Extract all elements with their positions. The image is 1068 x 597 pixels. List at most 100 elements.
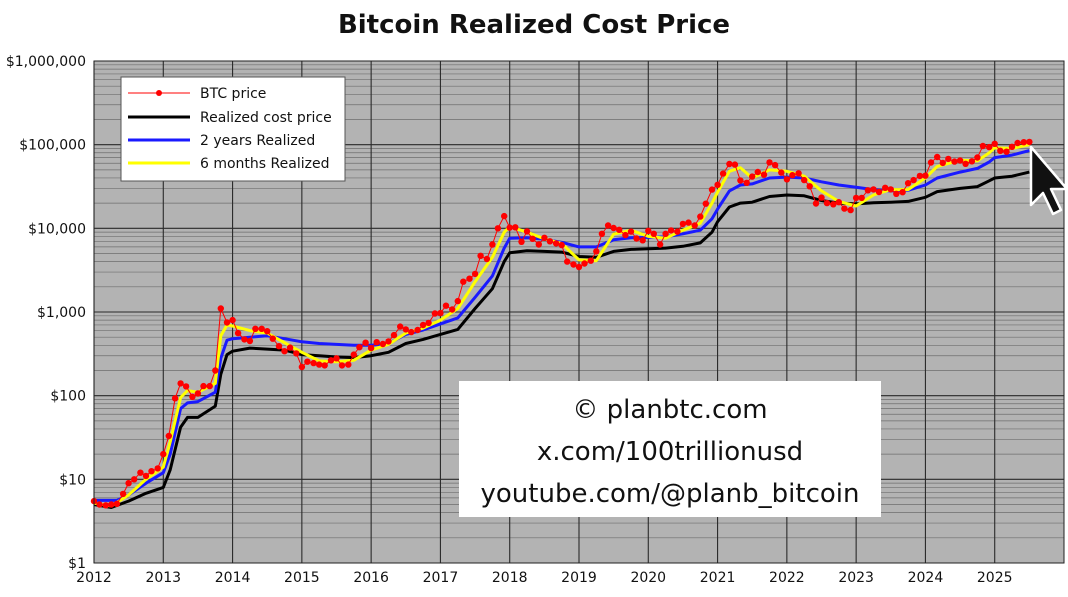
- btc-price-point: [223, 319, 231, 326]
- btc-price-point: [541, 234, 548, 241]
- btc-price-point: [160, 450, 167, 458]
- x-axis-tick-labels: 2012 2013 2014 2015 2016 2017 2018 2019 2020 2021…: [76, 570, 1012, 586]
- btc-price-point: [518, 238, 525, 245]
- btc-price-point: [1014, 139, 1021, 147]
- btc-price-point: [298, 363, 306, 371]
- btc-price-point: [927, 159, 935, 166]
- btc-price-point: [385, 338, 392, 345]
- series-line-realized-cost-price: [93, 170, 1030, 509]
- btc-price-point: [333, 355, 340, 362]
- btc-price-point: [616, 226, 623, 233]
- x-tick-label: 2023: [838, 570, 874, 586]
- x-tick-label: 2024: [908, 570, 944, 586]
- btc-price-point: [148, 468, 155, 475]
- btc-price-point: [622, 231, 629, 239]
- btc-price-point: [362, 339, 369, 346]
- btc-price-point: [338, 362, 346, 369]
- btc-price-point: [719, 170, 727, 177]
- btc-price-point: [691, 222, 698, 229]
- btc-price-point: [922, 172, 929, 179]
- y-tick-label: $1,000: [37, 305, 86, 321]
- btc-price-point: [737, 177, 744, 184]
- btc-price-point: [875, 188, 883, 196]
- btc-price-point: [345, 361, 352, 368]
- btc-price-point: [137, 469, 144, 476]
- btc-price-point: [229, 316, 236, 324]
- btc-price-point: [402, 326, 409, 333]
- legend-label-realized-cost-price: Realized cost price: [200, 110, 332, 126]
- btc-price-point: [818, 194, 825, 201]
- btc-price-point: [916, 172, 924, 180]
- btc-price-point: [593, 248, 600, 255]
- btc-price-point: [113, 500, 121, 507]
- btc-price-point: [414, 326, 421, 334]
- btc-price-point: [269, 335, 276, 342]
- btc-price-point: [281, 348, 288, 355]
- btc-price-point: [910, 176, 917, 184]
- btc-price-point: [667, 227, 675, 234]
- btc-price-point: [760, 171, 768, 178]
- btc-price-point: [512, 224, 519, 231]
- btc-price-point: [841, 205, 848, 212]
- btc-price-point: [726, 160, 733, 168]
- btc-price-point: [327, 357, 335, 364]
- btc-price-point: [182, 383, 190, 390]
- btc-price-point: [304, 358, 311, 365]
- btc-price-point: [604, 222, 612, 229]
- btc-price-point: [119, 490, 127, 498]
- btc-price-point: [731, 161, 739, 168]
- x-tick-label: 2016: [353, 570, 389, 586]
- legend-marker-btc-price: [156, 90, 162, 96]
- btc-price-point: [610, 224, 617, 232]
- btc-price-point: [425, 319, 432, 327]
- mouse-pointer-icon: [1029, 145, 1068, 216]
- legend-label-2-years-realized: 2 years Realized: [200, 133, 315, 149]
- y-tick-label: $100,000: [19, 138, 86, 154]
- x-tick-label: 2019: [561, 570, 597, 586]
- btc-price-point: [754, 168, 761, 176]
- x-tick-label: 2021: [700, 570, 736, 586]
- btc-price-point: [529, 235, 536, 242]
- watermark-background: [459, 381, 881, 517]
- btc-price-point: [575, 263, 583, 271]
- btc-price-point: [962, 160, 969, 167]
- btc-price-point: [200, 382, 207, 390]
- btc-price-point: [293, 350, 300, 357]
- btc-price-point: [1020, 139, 1027, 146]
- btc-price-point: [449, 306, 456, 313]
- y-tick-label: $10: [59, 472, 86, 488]
- btc-price-point: [437, 309, 444, 317]
- btc-price-point: [627, 228, 635, 235]
- btc-price-point: [801, 176, 808, 184]
- watermark-line-youtube: youtube.com/@planb_bitcoin: [481, 479, 860, 509]
- btc-price-point: [316, 361, 323, 368]
- y-tick-label: $100: [50, 389, 86, 405]
- btc-price-point: [442, 302, 450, 309]
- btc-price-point: [546, 238, 554, 245]
- btc-price-point: [108, 501, 115, 508]
- btc-price-point: [379, 340, 387, 348]
- btc-price-point: [766, 159, 773, 166]
- btc-price-point: [830, 201, 837, 208]
- chart-title: Bitcoin Realized Cost Price: [338, 10, 730, 40]
- btc-price-point: [633, 235, 640, 242]
- btc-price-point: [454, 297, 461, 305]
- btc-price-point: [535, 241, 542, 248]
- btc-price-point: [246, 337, 254, 345]
- btc-price-point: [893, 190, 900, 197]
- btc-price-point: [771, 161, 779, 169]
- btc-price-point: [934, 153, 941, 161]
- btc-price-point: [264, 328, 271, 335]
- x-tick-label: 2013: [145, 570, 181, 586]
- btc-price-point: [466, 275, 473, 282]
- x-tick-label: 2015: [284, 570, 320, 586]
- legend-entry-btc-price: BTC price: [128, 86, 266, 102]
- btc-price-point: [581, 260, 588, 267]
- btc-price-point: [823, 199, 831, 207]
- btc-price-point: [171, 395, 179, 402]
- btc-price-point: [501, 212, 508, 220]
- btc-price-point: [558, 241, 565, 249]
- btc-price-point: [477, 252, 484, 259]
- btc-price-point: [390, 331, 398, 339]
- btc-price-point: [656, 241, 664, 248]
